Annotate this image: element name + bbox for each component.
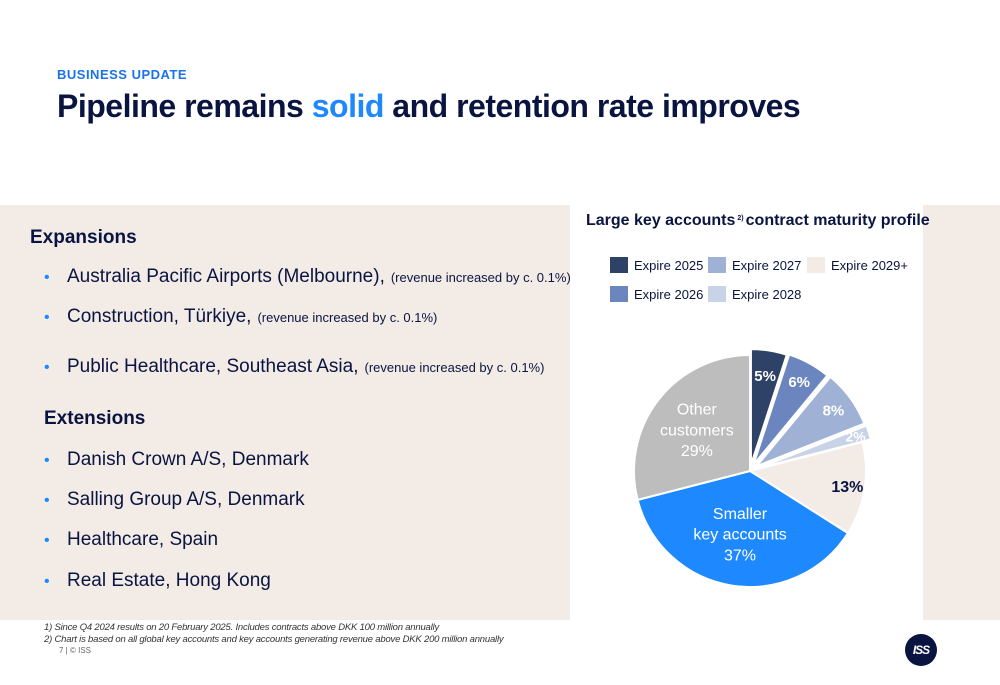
footnote: 1) Since Q4 2024 results on 20 February … (44, 622, 440, 633)
legend-item: Expire 2029+ (807, 257, 908, 273)
bullet-icon: • (44, 359, 50, 376)
pie-slice-expire-2025 (749, 348, 789, 466)
extensions-heading: Extensions (44, 408, 146, 429)
pie-data-label: Other customers 29% (660, 402, 734, 461)
legend-label: Expire 2025 (634, 257, 704, 273)
extension-item: • Real Estate, Hong Kong (44, 570, 271, 592)
pie-data-label: 13% (831, 479, 863, 496)
expansion-item: • Australia Pacific Airports (Melbourne)… (44, 266, 571, 288)
extension-item: • Danish Crown A/S, Denmark (44, 449, 309, 471)
expansion-text: Australia Pacific Airports (Melbourne), (67, 266, 385, 287)
legend-label: Expire 2027 (732, 257, 802, 273)
pie-slice-expire-2028 (758, 424, 873, 470)
section-kicker: BUSINESS UPDATE (57, 67, 188, 82)
legend-item: Expire 2028 (708, 286, 801, 302)
pie-slice-smaller-key-accounts (636, 469, 850, 588)
legend-swatch (708, 286, 726, 302)
pie-slice-expire-2026 (752, 353, 829, 466)
legend-label: Expire 2029+ (831, 257, 908, 273)
pie-data-label: 2% (846, 429, 867, 445)
extension-text: Salling Group A/S, Denmark (67, 489, 305, 510)
expansion-note: (revenue increased by c. 0.1%) (390, 270, 571, 285)
chart-title-post: contract maturity profile (745, 212, 930, 229)
title-part-1: Pipeline remains (57, 88, 312, 124)
title-accent: solid (311, 88, 385, 124)
chart-title: Large key accounts 2) contract maturity pr… (586, 212, 930, 230)
iss-logo: ISS (905, 634, 937, 666)
page-number: 7 | © ISS (59, 646, 91, 655)
extension-item: • Salling Group A/S, Denmark (44, 489, 305, 511)
extension-text: Real Estate, Hong Kong (67, 570, 271, 591)
bullet-icon: • (44, 492, 50, 509)
pie-data-label: 6% (788, 374, 810, 391)
chart-title-footnote: 2) (737, 215, 744, 222)
chart-title-main: Large key accounts (586, 212, 736, 229)
legend-swatch (807, 257, 825, 273)
legend-label: Expire 2026 (634, 286, 704, 302)
bullet-icon: • (44, 452, 50, 469)
extension-text: Healthcare, Spain (67, 529, 219, 550)
bullet-icon: • (44, 309, 50, 326)
pie-data-label: 5% (754, 368, 776, 385)
pie-data-label: Smaller key accounts 37% (693, 506, 786, 565)
expansion-note: (revenue increased by c. 0.1%) (257, 310, 438, 325)
expansion-item: • Construction, Türkiye, (revenue increa… (44, 306, 437, 328)
pie-data-label: 8% (823, 403, 845, 420)
legend-swatch (610, 257, 628, 273)
legend-item: Expire 2027 (708, 257, 801, 273)
expansion-note: (revenue increased by c. 0.1%) (364, 360, 545, 375)
bullet-icon: • (44, 532, 50, 549)
bullet-icon: • (44, 269, 50, 286)
legend-item: Expire 2025 (610, 257, 703, 273)
expansion-text: Public Healthcare, Southeast Asia, (67, 356, 359, 377)
pie-slice-expire-2027 (755, 375, 866, 468)
extension-item: • Healthcare, Spain (44, 529, 218, 551)
legend-item: Expire 2026 (610, 286, 703, 302)
extension-text: Danish Crown A/S, Denmark (67, 449, 309, 470)
expansions-heading: Expansions (30, 227, 137, 248)
legend-label: Expire 2028 (732, 286, 802, 302)
maturity-pie-chart: 5% 6% 8%2% 13% Smaller key accounts 37% Other cu… (633, 348, 873, 588)
expansion-text: Construction, Türkiye, (67, 306, 252, 327)
legend-swatch (708, 257, 726, 273)
expansion-item: • Public Healthcare, Southeast Asia, (re… (44, 356, 544, 378)
footnote: 2) Chart is based on all global key acco… (44, 634, 504, 645)
pie-slice-expire-2029- (747, 440, 867, 535)
page-title: Pipeline remains solid and retention rat… (57, 88, 801, 125)
bullet-icon: • (44, 573, 50, 590)
pie-slice-other-customers (633, 353, 751, 502)
legend-swatch (610, 286, 628, 302)
title-part-2: and retention rate improves (383, 88, 801, 124)
